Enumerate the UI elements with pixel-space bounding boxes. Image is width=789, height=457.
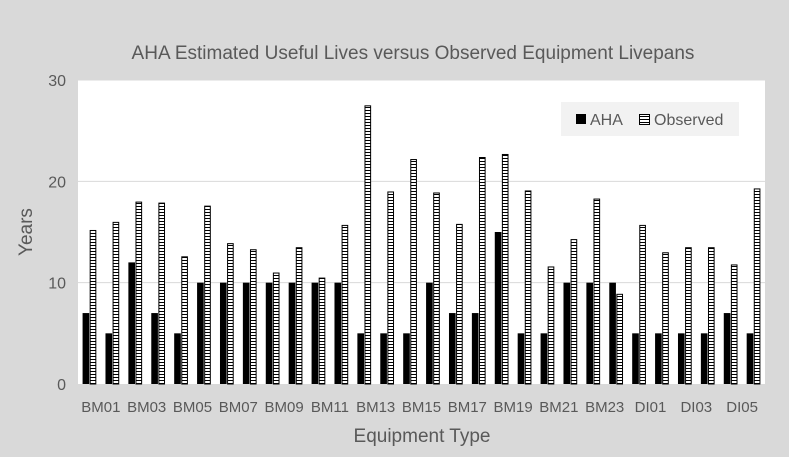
legend-label-aha: AHA bbox=[590, 112, 623, 129]
y-tick-label: 20 bbox=[48, 174, 66, 191]
bar-aha bbox=[174, 333, 181, 384]
bar-aha bbox=[494, 232, 502, 384]
x-tick-labels: BM01 BM03 BM05 BM07 BM09 BM11 BM13 BM15 BM17 BM19… bbox=[81, 399, 758, 416]
legend-swatch-aha bbox=[576, 114, 586, 124]
x-tick-label: DI05 bbox=[726, 399, 758, 416]
y-tick-label: 30 bbox=[48, 73, 66, 90]
bar-observed bbox=[181, 256, 188, 385]
bar-aha bbox=[609, 282, 616, 384]
bar-observed bbox=[135, 201, 143, 385]
legend: AHA Observed bbox=[561, 102, 739, 136]
bar-observed bbox=[318, 277, 326, 385]
x-tick-label: BM11 bbox=[311, 399, 349, 416]
y-tick-labels: 0 10 20 30 bbox=[48, 73, 66, 394]
bar-observed bbox=[685, 247, 692, 385]
bar-aha bbox=[632, 333, 639, 384]
bar-observed bbox=[662, 252, 669, 385]
bar-aha bbox=[471, 313, 479, 384]
bars bbox=[82, 105, 761, 385]
x-tick-label: DI01 bbox=[635, 399, 667, 416]
bar-observed bbox=[593, 198, 601, 385]
bar-observed bbox=[616, 293, 624, 385]
bar-observed bbox=[204, 205, 211, 385]
bar-aha bbox=[311, 282, 319, 384]
bar-aha bbox=[288, 282, 296, 384]
y-axis-label: Years bbox=[16, 208, 37, 256]
bar-aha bbox=[723, 313, 731, 384]
bar-observed bbox=[364, 105, 372, 385]
x-tick-label: BM07 bbox=[219, 399, 258, 416]
bar-aha bbox=[242, 282, 250, 384]
x-tick-label: BM17 bbox=[448, 399, 487, 416]
bar-aha bbox=[219, 282, 227, 384]
x-tick-label: BM21 bbox=[539, 399, 578, 416]
legend-swatch-observed bbox=[639, 114, 650, 125]
x-tick-label: BM13 bbox=[356, 399, 395, 416]
bar-aha bbox=[105, 333, 113, 384]
bar-observed bbox=[89, 229, 97, 385]
bar-aha bbox=[403, 333, 410, 384]
bar-observed bbox=[387, 191, 395, 385]
chart-title: AHA Estimated Useful Lives versus Observ… bbox=[132, 43, 695, 64]
x-axis-label: Equipment Type bbox=[354, 426, 491, 447]
bar-aha bbox=[517, 333, 525, 384]
bar-aha bbox=[586, 282, 594, 384]
bar-aha bbox=[426, 282, 433, 384]
bar-aha bbox=[334, 282, 342, 384]
bar-observed bbox=[570, 239, 578, 385]
bar-aha bbox=[655, 333, 662, 384]
bar-observed bbox=[227, 243, 234, 385]
bar-aha bbox=[151, 313, 158, 384]
bar-observed bbox=[730, 264, 738, 385]
x-tick-label: BM05 bbox=[173, 399, 212, 416]
legend-label-observed: Observed bbox=[654, 112, 723, 129]
bar-aha bbox=[448, 313, 456, 384]
bar-observed bbox=[249, 249, 257, 385]
bar-aha bbox=[380, 333, 387, 384]
x-tick-label: BM19 bbox=[494, 399, 533, 416]
bar-aha bbox=[746, 333, 754, 384]
bar-observed bbox=[112, 221, 120, 385]
gridlines bbox=[78, 79, 765, 284]
x-tick-label: BM03 bbox=[127, 399, 166, 416]
bar-observed bbox=[753, 188, 761, 385]
bar-aha bbox=[700, 333, 708, 384]
bar-aha bbox=[265, 282, 273, 384]
y-tick-label: 10 bbox=[48, 276, 66, 293]
x-tick-label: DI03 bbox=[680, 399, 712, 416]
bar-observed bbox=[341, 224, 349, 385]
bar-observed bbox=[524, 190, 532, 385]
bar-aha bbox=[540, 333, 548, 384]
x-tick-label: BM01 bbox=[81, 399, 120, 416]
bar-observed bbox=[707, 247, 715, 385]
x-tick-label: BM15 bbox=[402, 399, 441, 416]
bar-observed bbox=[272, 272, 280, 385]
bar-observed bbox=[410, 159, 417, 385]
bar-observed bbox=[478, 157, 486, 385]
y-tick-label: 0 bbox=[57, 377, 66, 394]
x-tick-label: BM23 bbox=[585, 399, 624, 416]
bar-observed bbox=[295, 247, 303, 385]
bar-aha bbox=[357, 333, 365, 384]
bar-observed bbox=[158, 202, 166, 385]
bar-observed bbox=[501, 153, 509, 385]
bar-aha bbox=[563, 282, 571, 384]
bar-aha bbox=[128, 262, 136, 384]
bar-aha bbox=[82, 313, 90, 384]
bar-aha bbox=[677, 333, 685, 384]
bar-observed bbox=[639, 224, 646, 385]
bar-observed bbox=[456, 223, 463, 385]
bar-observed bbox=[433, 192, 440, 385]
bar-aha bbox=[197, 282, 204, 384]
x-tick-label: BM09 bbox=[265, 399, 304, 416]
bar-observed bbox=[547, 266, 555, 385]
